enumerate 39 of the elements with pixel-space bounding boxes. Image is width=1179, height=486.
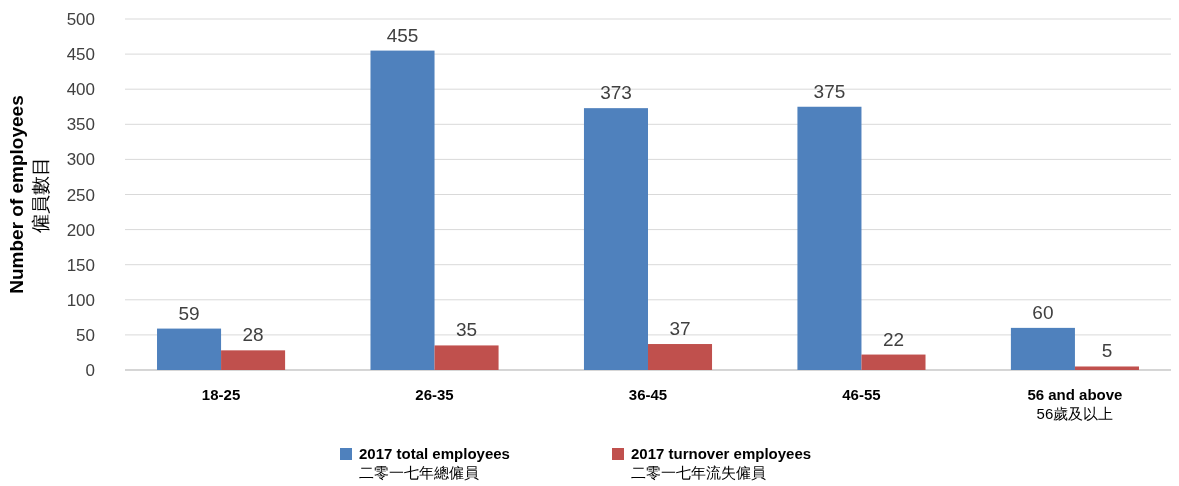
x-tick-label: 56 and above 56歲及以上 (1027, 386, 1123, 422)
y-tick-label: 250 (66, 185, 95, 205)
bar (157, 328, 222, 370)
y-tick-label: 150 (66, 255, 95, 275)
y-tick-label: 0 (85, 361, 95, 380)
bar (797, 106, 862, 370)
legend-label: 2017 turnover employees 二零一七年流失僱員 (631, 445, 812, 481)
data-label: 35 (455, 319, 478, 341)
data-label: 22 (882, 328, 905, 350)
y-tick-label: 500 (66, 10, 95, 29)
data-label: 5 (1101, 340, 1113, 362)
data-label: 59 (178, 302, 200, 324)
data-label: 37 (669, 318, 691, 340)
bar (370, 50, 435, 370)
y-tick-label: 400 (66, 80, 95, 100)
bar (583, 108, 648, 370)
bar (1074, 366, 1139, 370)
data-label: 60 (1032, 301, 1054, 323)
x-tick-label: 18-25 (201, 386, 241, 403)
x-tick-label: 46-55 (842, 386, 881, 403)
data-label: 373 (600, 82, 632, 104)
y-tick-label: 350 (66, 115, 95, 135)
bar (221, 350, 286, 370)
y-tick-label: 100 (66, 290, 95, 310)
data-label: 375 (813, 80, 846, 102)
bar (648, 344, 713, 370)
y-tick-label: 450 (66, 45, 95, 65)
data-label: 455 (386, 24, 419, 46)
y-tick-label: 200 (66, 220, 95, 240)
x-tick-label: 36-45 (628, 386, 668, 403)
y-tick-label: 50 (76, 325, 95, 345)
bar (861, 354, 926, 370)
legend-label: 2017 total employees 二零一七年總僱員 (359, 445, 510, 481)
y-tick-label: 300 (66, 150, 95, 170)
y-axis-title: Number of employees 僱員數目 (6, 95, 51, 294)
x-tick-label: 26-35 (415, 386, 454, 403)
bar (434, 345, 499, 370)
bar (1010, 327, 1075, 370)
data-label: 28 (242, 324, 264, 346)
